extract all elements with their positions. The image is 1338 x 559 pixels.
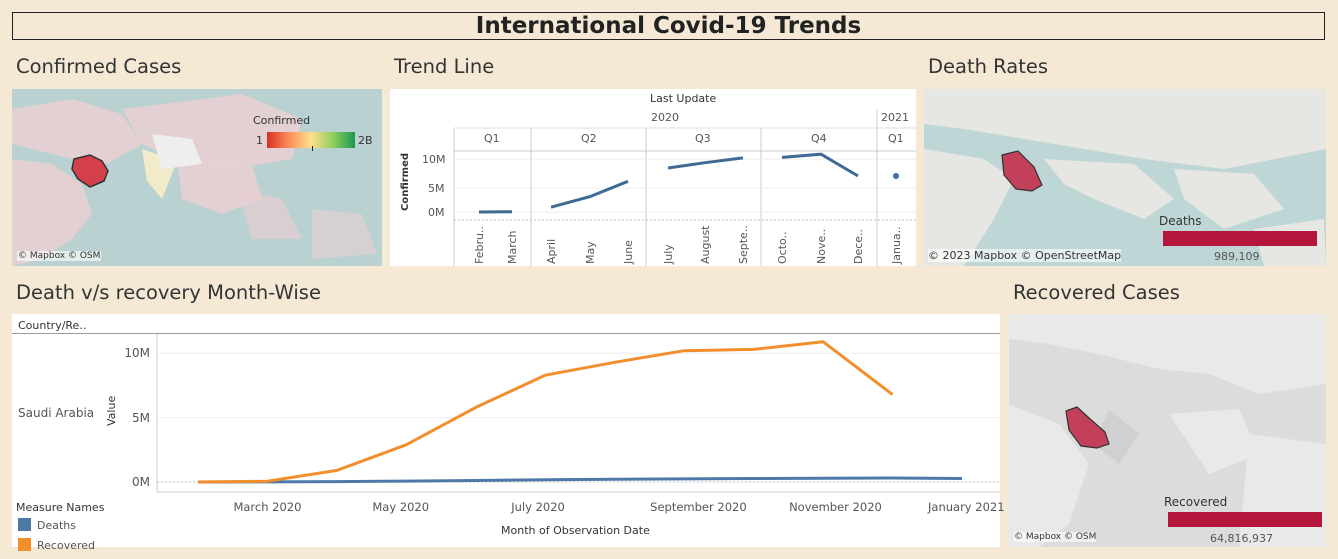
trend-series <box>478 152 899 214</box>
trend-month-label: Janua.. <box>890 226 903 264</box>
trend-segment <box>550 179 629 209</box>
x-tick-label: September 2020 <box>650 500 747 514</box>
trend-month-label: Septe.. <box>737 225 750 264</box>
trend-point-jan-2021 <box>893 173 899 179</box>
main-line-chart <box>156 334 1000 493</box>
trend-line-panel[interactable]: Last Update 2020 2021 Q1 Q2 Q3 Q4 Q1 Con… <box>390 89 916 266</box>
legend-label-deaths[interactable]: Deaths <box>37 519 76 532</box>
trend-segment <box>781 152 859 178</box>
x-tick-label: May 2020 <box>372 500 430 514</box>
trend-quarter-q4: Q4 <box>811 132 827 145</box>
recovered-cases-title: Recovered Cases <box>1013 281 1180 304</box>
trend-line-title: Trend Line <box>394 55 495 78</box>
trend-segment <box>667 156 744 170</box>
death-vs-recovery-title: Death v/s recovery Month-Wise <box>16 281 321 304</box>
x-tick-label: July 2020 <box>511 500 565 514</box>
trend-ytick-10m: 10M <box>422 153 446 166</box>
header-divider <box>12 333 1000 334</box>
trend-month-label: Febru.. <box>473 226 486 264</box>
death-legend-value: 989,109 <box>1214 250 1260 263</box>
trend-month-label: June <box>622 240 635 264</box>
recovered-legend-value: 64,816,937 <box>1210 532 1273 545</box>
death-map-attribution[interactable]: © 2023 Mapbox © OpenStreetMap <box>928 249 1122 262</box>
trend-year-2021: 2021 <box>881 111 909 124</box>
legend-label-recovered[interactable]: Recovered <box>37 539 96 552</box>
chart-xlabel: Month of Observation Date <box>501 524 650 537</box>
trend-ytick-0m: 0M <box>428 206 445 219</box>
trend-month-label: May <box>584 241 597 264</box>
trend-month-label: Octo.. <box>776 231 789 264</box>
legend-swatch-deaths <box>18 518 31 531</box>
trend-quarter-q2: Q2 <box>581 132 597 145</box>
trend-month-label: Dece.. <box>852 228 865 264</box>
trend-month-label: March <box>506 230 519 264</box>
y-tick-label: 5M <box>132 410 150 425</box>
x-tick-label: January 2021 <box>928 500 1005 514</box>
death-legend-bar <box>1163 231 1317 246</box>
confirmed-cases-map[interactable]: Confirmed 1 2B © Mapbox © OSM <box>12 89 382 266</box>
trend-quarter-q3: Q3 <box>695 132 711 145</box>
confirmed-map-graphic <box>12 89 382 266</box>
trend-month-label: April <box>545 238 558 264</box>
trend-line-chart <box>453 109 916 266</box>
row-label-saudi-arabia: Saudi Arabia <box>18 406 95 420</box>
recovered-map-graphic <box>1009 314 1326 547</box>
x-tick-label: March 2020 <box>233 500 302 514</box>
trend-quarter-q1-2021: Q1 <box>888 132 904 145</box>
recovered-cases-map[interactable]: Recovered 64,816,937 © Mapbox © OSM <box>1009 314 1326 547</box>
confirmed-legend-title: Confirmed <box>253 114 311 127</box>
series-line-deaths <box>197 476 963 484</box>
death-legend-title: Deaths <box>1159 214 1202 228</box>
page-title: International Covid-19 Trends <box>12 12 1325 40</box>
y-tick-label: 10M <box>124 346 150 361</box>
recovered-legend-bar <box>1168 512 1322 527</box>
trend-header: Last Update <box>650 92 717 105</box>
trend-quarter-q1: Q1 <box>484 132 500 145</box>
confirmed-cases-title: Confirmed Cases <box>16 55 182 78</box>
death-rates-map[interactable]: Deaths 989,109 © 2023 Mapbox © OpenStree… <box>924 89 1326 266</box>
main-series <box>197 340 963 484</box>
confirmed-legend-marker <box>312 146 313 151</box>
death-map-graphic <box>924 89 1326 266</box>
row-header: Country/Re.. <box>18 319 87 332</box>
series-line-recovered <box>197 340 894 484</box>
death-vs-recovery-panel[interactable]: Country/Re.. Saudi Arabia Value 10M 5M 0M … <box>12 314 1005 552</box>
confirmed-map-attribution[interactable]: © Mapbox © OSM <box>17 251 102 261</box>
recovered-legend-title: Recovered <box>1164 495 1228 509</box>
trend-ytick-5m: 5M <box>428 182 445 195</box>
recovered-map-attribution[interactable]: © Mapbox © OSM <box>1014 532 1097 542</box>
confirmed-legend-min: 1 <box>256 134 263 147</box>
trend-ylabel: Confirmed <box>400 152 411 211</box>
trend-year-2020: 2020 <box>651 111 679 124</box>
trend-month-label: July <box>662 244 675 264</box>
x-tick-label: November 2020 <box>789 500 882 514</box>
confirmed-legend-max: 2B <box>358 134 373 147</box>
trend-month-label: August <box>699 225 712 265</box>
y-tick-label: 0M <box>132 475 150 489</box>
legend-title: Measure Names <box>16 501 105 514</box>
trend-month-label: Nove.. <box>815 228 828 264</box>
main-grid <box>157 352 1000 419</box>
legend-swatch-recovered <box>18 538 31 551</box>
death-rates-title: Death Rates <box>928 55 1049 78</box>
confirmed-legend-gradient <box>267 132 355 148</box>
